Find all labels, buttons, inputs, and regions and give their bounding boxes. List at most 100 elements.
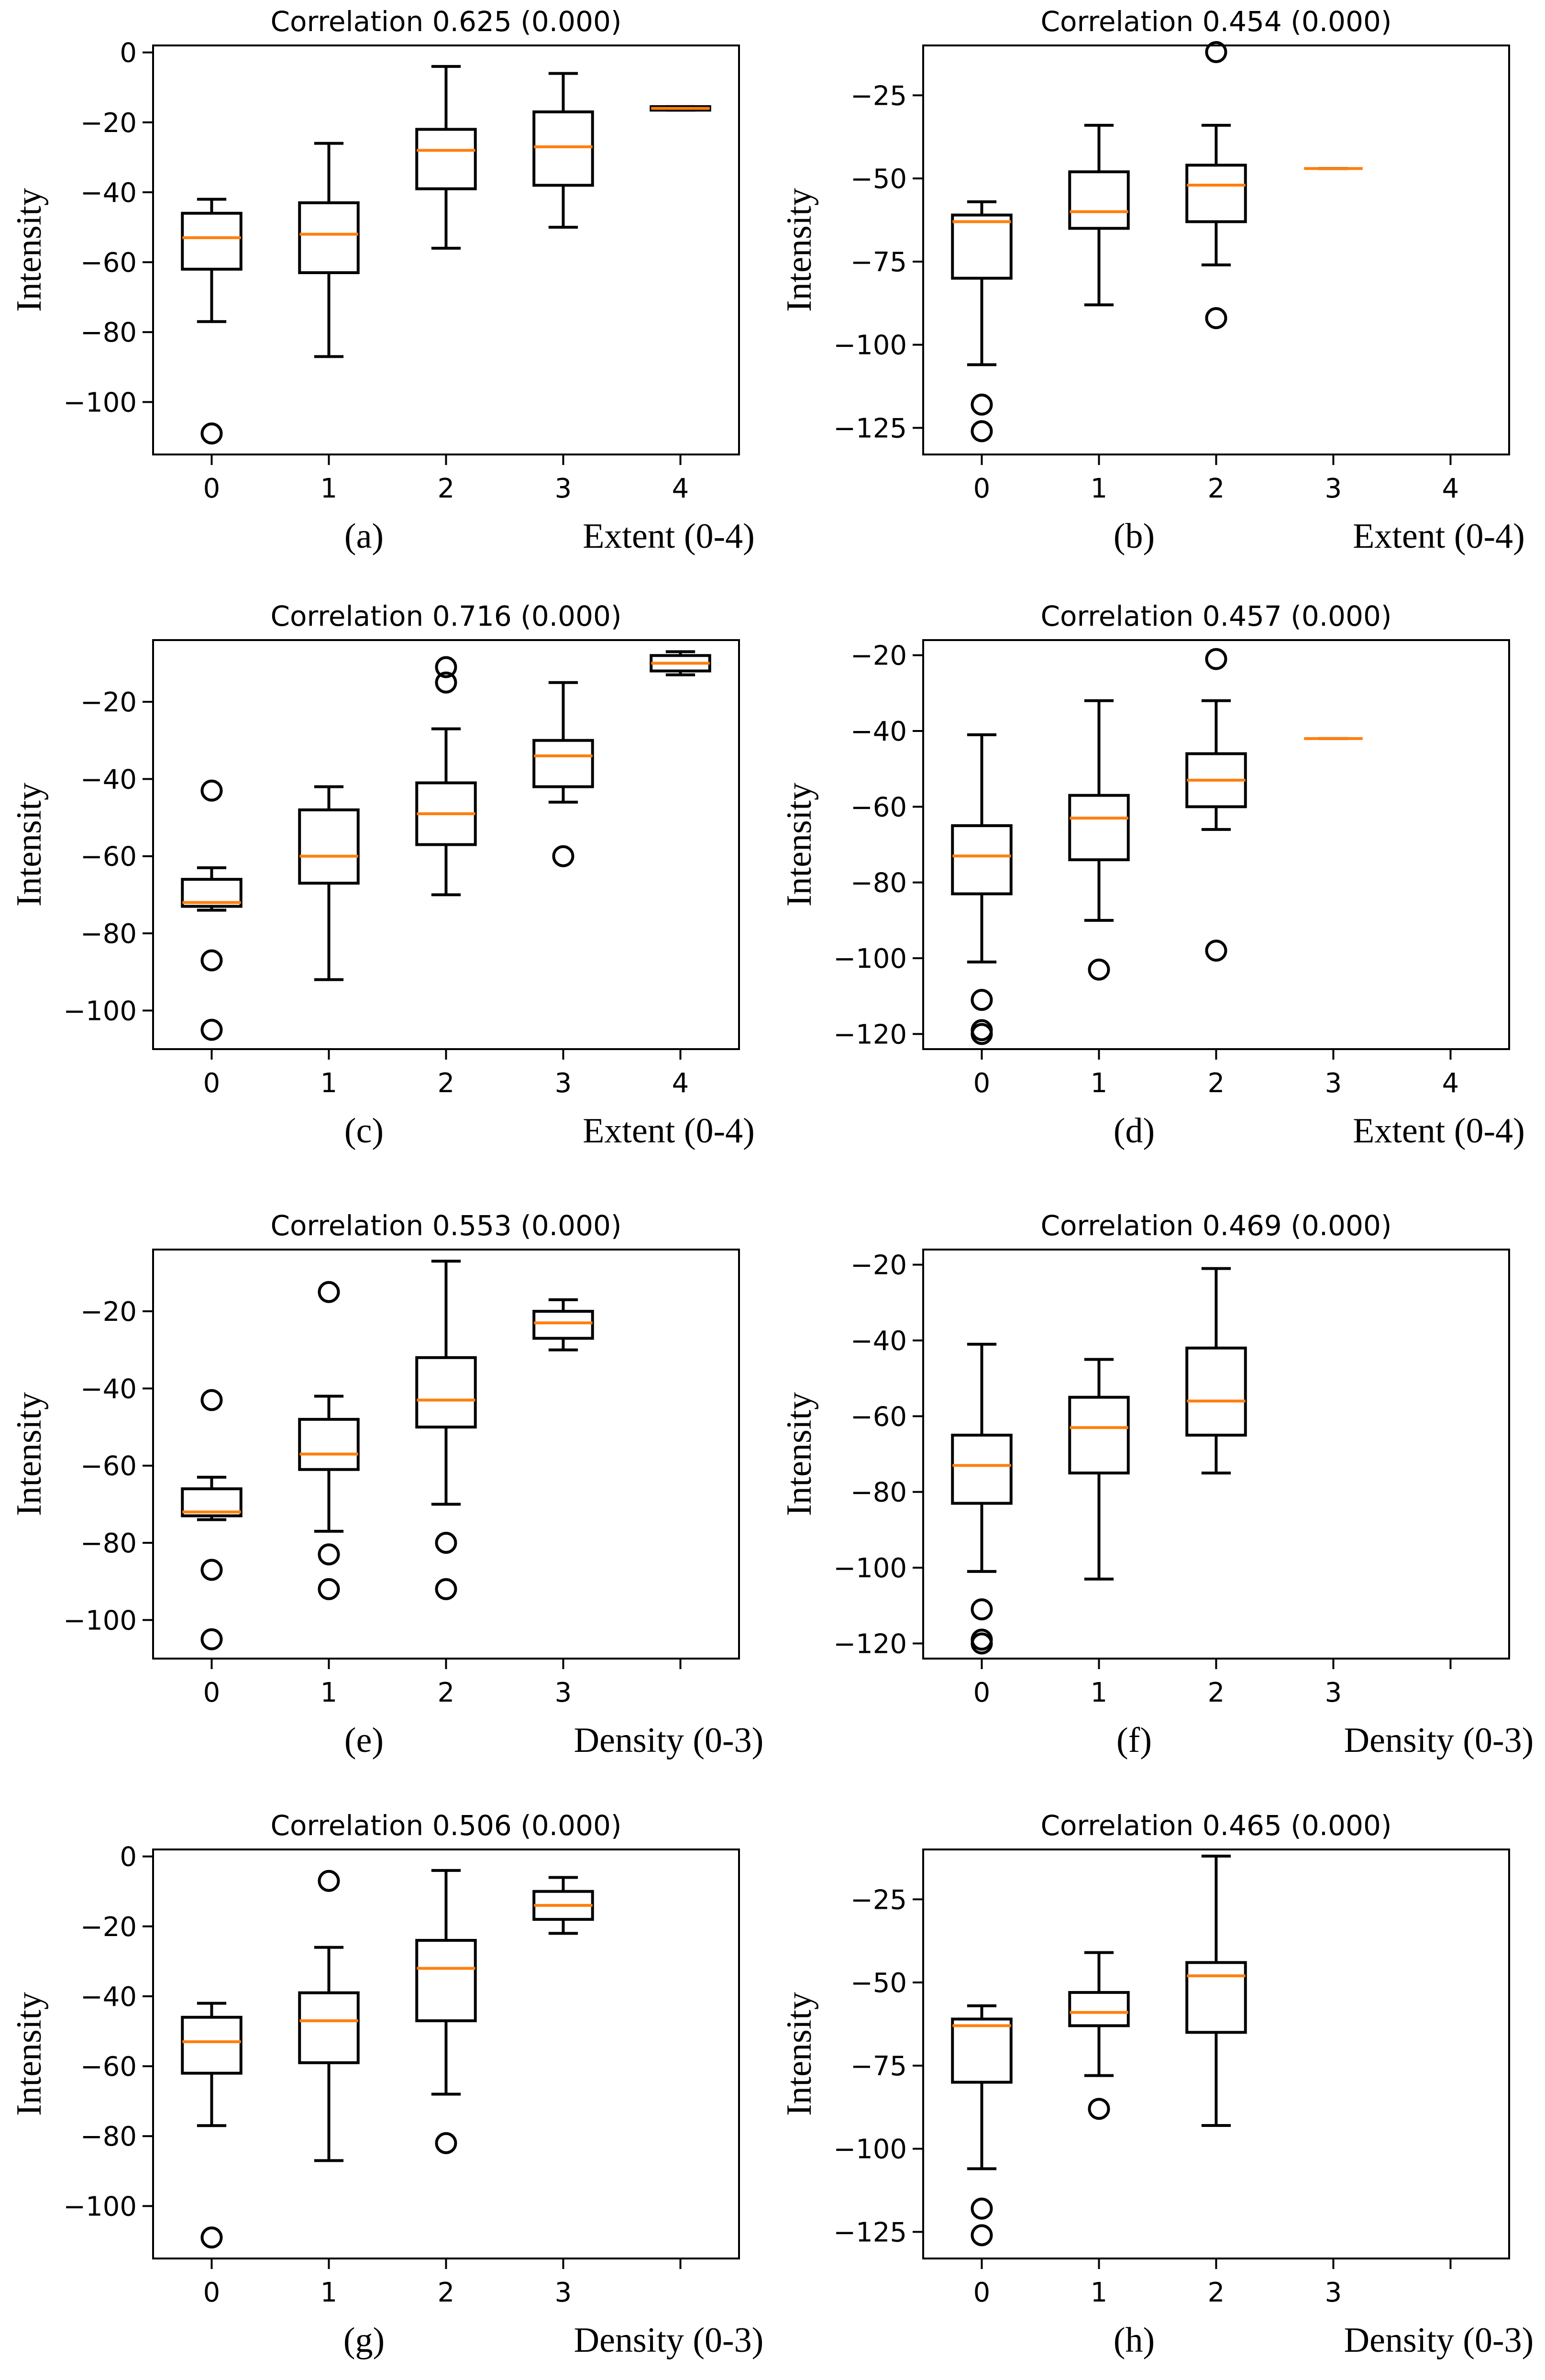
box-2: [1185, 41, 1247, 329]
box-1: [298, 1281, 360, 1600]
y-tick-label: 0: [120, 1842, 137, 1873]
iqr-box: [951, 1433, 1013, 1505]
x-tick-label: 0: [203, 1068, 221, 1099]
outlier-point: [1088, 958, 1110, 981]
y-tick-label: −20: [850, 1250, 907, 1281]
y-tick-label: −75: [850, 247, 907, 278]
box-1: [1068, 699, 1130, 981]
x-tick-label: 2: [1208, 1677, 1225, 1708]
plot-frame: [922, 1849, 1510, 2259]
outlier-point: [435, 2132, 457, 2154]
y-tick-label: −100: [63, 1605, 137, 1636]
x-tick-label: 4: [672, 1068, 689, 1099]
plot-frame: [152, 44, 740, 455]
y-axis-label: Intensity: [780, 188, 819, 312]
y-tick-label: −120: [833, 1628, 907, 1660]
outlier-point: [1205, 648, 1227, 670]
y-tick-label: −80: [850, 868, 907, 899]
box-4: [650, 105, 711, 112]
iqr-box: [532, 1310, 594, 1340]
y-tick-label: −40: [850, 1326, 907, 1357]
x-tick-label: 1: [320, 2277, 338, 2308]
box-0: [951, 733, 1013, 1045]
x-tick-label: 3: [1325, 473, 1342, 504]
outlier-point: [200, 2226, 223, 2249]
box-2: [415, 65, 477, 250]
x-tick-label: 2: [1208, 2277, 1225, 2308]
x-tick-label: 0: [203, 2277, 221, 2308]
chart-title: Correlation 0.553 (0.000): [270, 1209, 621, 1242]
outlier-point: [552, 845, 574, 867]
chart-title: Correlation 0.465 (0.000): [1040, 1809, 1391, 1842]
panel-c: Correlation 0.716 (0.000) Intensity −20 −40…: [10, 600, 755, 1151]
x-tick-label: 1: [1091, 473, 1108, 504]
x-tick-label: 1: [1091, 1068, 1108, 1099]
iqr-box: [181, 211, 243, 271]
outlier-point: [1205, 307, 1227, 329]
box-0: [951, 200, 1013, 443]
y-axis-label: Intensity: [10, 188, 49, 312]
panel-label: (f): [1116, 1721, 1152, 1760]
chart-title: Correlation 0.625 (0.000): [270, 5, 621, 38]
iqr-box: [1068, 794, 1130, 862]
panel-h: Correlation 0.465 (0.000) Intensity −25 −50…: [780, 1809, 1534, 2360]
x-axis-label: Density (0-3): [574, 2321, 764, 2360]
outlier-point: [200, 949, 223, 972]
y-tick-label: −120: [833, 1019, 907, 1050]
outlier-point: [971, 1632, 993, 1655]
y-tick-label: −40: [80, 177, 137, 209]
y-axis-label: Intensity: [780, 1992, 819, 2116]
x-tick-label: 0: [973, 2277, 991, 2308]
panel-label: (e): [344, 1721, 384, 1760]
outlier-point: [435, 1578, 457, 1600]
iqr-box: [298, 201, 360, 274]
outlier-point: [971, 1023, 993, 1045]
panel-label: (b): [1114, 517, 1155, 556]
outlier-point: [318, 1870, 340, 1892]
y-tick-label: −60: [850, 792, 907, 823]
y-tick-label: −20: [80, 108, 137, 139]
y-tick-label: −100: [833, 943, 907, 974]
box-3: [532, 1876, 594, 1935]
y-tick-label: −80: [80, 317, 137, 348]
y-tick-label: −75: [850, 2051, 907, 2082]
y-tick-label: −100: [833, 1553, 907, 1584]
y-tick-label: −25: [850, 80, 907, 111]
outlier-point: [1088, 2098, 1110, 2120]
x-tick-label: 3: [1325, 1677, 1342, 1708]
x-tick-label: 1: [320, 1068, 338, 1099]
outlier-point: [200, 422, 223, 445]
chart-title: Correlation 0.506 (0.000): [270, 1809, 621, 1842]
x-axis-label: Density (0-3): [574, 1721, 764, 1760]
y-tick-label: −100: [833, 330, 907, 361]
box-2: [1185, 1267, 1247, 1475]
plot-frame: [152, 1849, 740, 2259]
iqr-box: [951, 213, 1013, 280]
outlier-point: [971, 393, 993, 416]
y-tick-label: −80: [80, 1528, 137, 1559]
x-tick-label: 2: [438, 1677, 455, 1708]
box-1: [1068, 1358, 1130, 1581]
y-tick-label: −100: [833, 2134, 907, 2165]
x-tick-label: 0: [973, 473, 991, 504]
x-tick-label: 0: [203, 1677, 221, 1708]
y-axis-label: Intensity: [780, 1392, 819, 1516]
iqr-box: [1068, 170, 1130, 230]
iqr-box: [181, 2015, 243, 2075]
box-3: [532, 72, 594, 229]
outlier-point: [435, 656, 457, 678]
iqr-box: [532, 739, 594, 788]
y-tick-label: −60: [80, 247, 137, 278]
iqr-box: [951, 2017, 1013, 2084]
y-tick-label: −40: [80, 764, 137, 795]
x-tick-label: 1: [320, 473, 338, 504]
panel-f: Correlation 0.469 (0.000) Intensity −20 −40…: [780, 1209, 1534, 1760]
box-0: [181, 198, 243, 445]
panel-d: Correlation 0.457 (0.000) Intensity −20 −40…: [780, 600, 1525, 1151]
plot-frame: [152, 1249, 740, 1660]
outlier-point: [200, 779, 223, 802]
y-tick-label: −60: [80, 1451, 137, 1482]
y-tick-label: −20: [80, 1912, 137, 1943]
x-axis-label: Density (0-3): [1344, 2321, 1534, 2360]
